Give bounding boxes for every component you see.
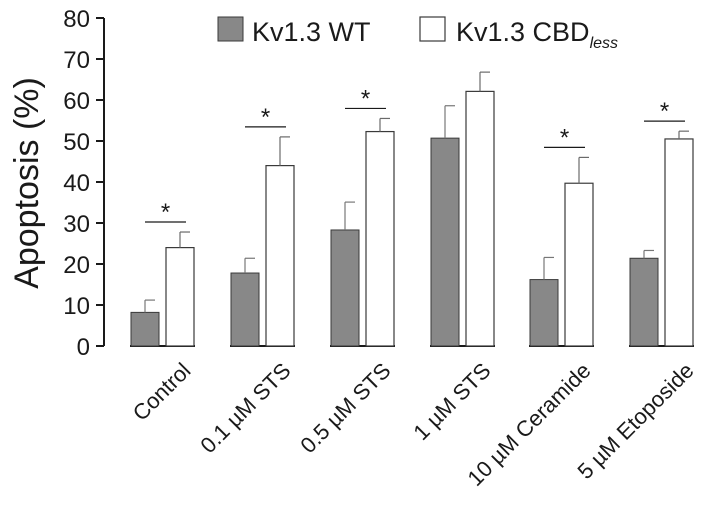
bar-cbd-5	[664, 138, 694, 347]
legend-swatch-cbd	[419, 16, 446, 42]
legend-label-cbd-main: Kv1.3 CBD	[456, 17, 590, 47]
significance-star-4: *	[560, 124, 569, 151]
y-tick-label-20: 20	[63, 252, 90, 279]
significance-star-0: *	[161, 199, 170, 226]
bar-wt-3	[430, 137, 460, 347]
y-axis-title: Apoptosis (%)	[8, 77, 46, 289]
bar-wt-4	[529, 279, 559, 347]
y-tick-label-10: 10	[63, 293, 90, 320]
bar-wt-0	[130, 311, 160, 347]
bar-wt-2	[330, 229, 360, 347]
bar-cbd-2	[365, 130, 395, 347]
y-tick-label-50: 50	[63, 129, 90, 156]
y-tick-label-30: 30	[63, 211, 90, 238]
significance-star-5: *	[660, 98, 669, 125]
bar-cbd-0	[165, 247, 195, 347]
bar-wt-5	[629, 257, 659, 347]
significance-star-1: *	[261, 104, 270, 131]
x-category-label-1: 0.1 µM STS	[195, 358, 295, 458]
x-category-label-3: 1 µM STS	[408, 358, 495, 445]
legend-swatch-wt	[217, 16, 244, 42]
legend-label-cbd: Kv1.3 CBDless	[456, 17, 618, 52]
bars-layer	[130, 71, 694, 347]
y-tick-label-80: 80	[63, 6, 90, 33]
legend: Kv1.3 WT Kv1.3 CBDless	[217, 16, 618, 52]
legend-label-wt: Kv1.3 WT	[252, 17, 371, 47]
x-category-label-2: 0.5 µM STS	[295, 358, 395, 458]
bar-wt-1	[230, 272, 260, 347]
significance-star-2: *	[361, 85, 370, 112]
labels-layer: * * * * * Control 0.1 µM STS 0.5 µM STS 1 µM STS…	[128, 85, 699, 490]
y-tick-label-0: 0	[77, 334, 90, 361]
bar-cbd-3	[465, 90, 495, 347]
y-tick-label-60: 60	[63, 88, 90, 115]
y-tick-label-70: 70	[63, 47, 90, 74]
x-category-label-0: Control	[128, 358, 196, 426]
legend-label-cbd-subscript: less	[590, 35, 618, 52]
bar-cbd-1	[265, 165, 295, 347]
bar-cbd-4	[564, 182, 594, 347]
y-tick-label-40: 40	[63, 170, 90, 197]
